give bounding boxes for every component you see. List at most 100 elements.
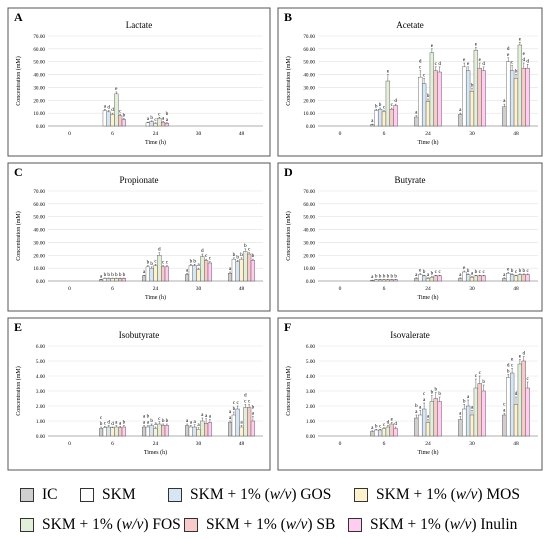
bar <box>149 267 154 282</box>
panel-frame <box>7 7 271 157</box>
bar <box>184 425 190 437</box>
bar <box>393 279 398 282</box>
bar <box>153 265 158 282</box>
significance-letter: b <box>252 253 255 259</box>
significance-letter: a <box>100 273 103 279</box>
y-axis-label: Concentration (mM) <box>285 56 292 106</box>
bar <box>469 276 475 282</box>
bar <box>502 414 507 437</box>
y-tick-label: 10.00 <box>33 266 45 272</box>
significance-letter: d <box>387 420 390 426</box>
bar <box>114 426 119 437</box>
bar <box>110 427 115 437</box>
significance-letter: a <box>459 272 462 278</box>
bar <box>157 118 162 127</box>
bar <box>141 275 147 282</box>
significance-letter: a <box>147 116 150 122</box>
significance-letter: c <box>527 268 530 274</box>
significance-letter: a <box>503 272 506 278</box>
significance-letter: a <box>252 411 255 417</box>
significance-letter: c <box>423 72 426 78</box>
significance-letter: a <box>419 405 422 411</box>
x-axis-label: Time (h) <box>145 294 166 301</box>
significance-letter: b <box>115 272 118 278</box>
bar <box>164 266 170 282</box>
bar <box>381 428 387 437</box>
bar <box>370 431 375 437</box>
significance-letter: b <box>475 269 478 275</box>
x-tick-label: 30 <box>469 131 475 137</box>
y-tick-label: 10.00 <box>33 111 45 117</box>
bar <box>231 414 236 437</box>
significance-letter: a <box>119 420 122 426</box>
significance-letter: b <box>415 403 418 409</box>
significance-letter: a <box>471 405 474 411</box>
bar <box>188 426 193 437</box>
panel-f: F Isovalerate 0.00 1.00 2.00 3.00 4.00 5.00 6.00… <box>277 317 543 471</box>
panel-letter: F <box>284 320 291 334</box>
significance-letter: d <box>111 107 114 113</box>
y-tick-label: 70.00 <box>303 189 315 195</box>
y-axis-label: Concentration (mM) <box>15 56 22 106</box>
significance-letter: a <box>229 266 232 272</box>
y-tick-label: 3.00 <box>36 389 45 395</box>
bar <box>425 101 431 127</box>
y-tick-label: 70.00 <box>33 34 45 40</box>
bar <box>465 274 471 282</box>
significance-letter: a <box>194 419 197 425</box>
bar <box>161 425 166 437</box>
significance-letter: a <box>467 394 470 400</box>
bar <box>164 123 170 127</box>
bar <box>385 279 391 282</box>
significance-letter: c <box>515 269 518 275</box>
significance-letter: b <box>507 369 510 375</box>
bar <box>207 422 213 437</box>
legend-label-sb: SKM + 1% (w/v) SB <box>206 516 336 533</box>
panel-frame <box>277 162 543 312</box>
significance-letter: a <box>423 397 426 403</box>
bar <box>389 279 394 282</box>
significance-letter: e <box>463 265 466 271</box>
bar <box>247 407 252 437</box>
significance-letter: d <box>482 61 485 67</box>
bar <box>418 414 423 437</box>
significance-letter: c <box>419 65 422 71</box>
y-tick-label: 30.00 <box>33 240 45 246</box>
bar <box>149 425 154 437</box>
y-tick-label: 10.00 <box>303 266 315 272</box>
bar <box>477 383 482 437</box>
bar <box>525 67 530 127</box>
significance-letter: a <box>229 409 232 415</box>
y-tick-label: 0.00 <box>306 434 315 440</box>
x-axis-label: Time (h) <box>145 139 166 146</box>
bar <box>145 426 150 437</box>
y-tick-label: 3.00 <box>306 389 315 395</box>
bar <box>381 279 387 282</box>
significance-letter: a <box>197 422 200 428</box>
significance-letter: a <box>154 421 157 427</box>
y-tick-label: 40.00 <box>33 228 45 234</box>
x-tick-label: 48 <box>513 441 519 447</box>
significance-letter: a <box>115 420 118 426</box>
legend-label-inulin: SKM + 1% (w/v) Inulin <box>370 516 518 533</box>
bar <box>188 265 193 282</box>
panel-letter: C <box>14 165 23 179</box>
bar <box>243 407 248 437</box>
significance-letter: b <box>383 273 386 279</box>
y-axis-label: Concentration (mM) <box>285 366 292 416</box>
y-tick-label: 0.00 <box>36 279 45 285</box>
significance-letter: a <box>427 272 430 278</box>
significance-letter: e <box>475 42 478 48</box>
significance-letter: b <box>123 113 126 119</box>
bar <box>481 70 486 127</box>
bar <box>473 49 479 127</box>
bar <box>385 80 391 127</box>
significance-letter: b <box>434 387 437 393</box>
bar <box>429 401 435 437</box>
significance-letter: c <box>119 108 122 114</box>
significance-letter: c <box>483 269 486 275</box>
bar <box>370 124 375 127</box>
bar <box>421 275 427 282</box>
y-tick-label: 50.00 <box>33 60 45 66</box>
legend-swatch-sb <box>184 518 198 532</box>
